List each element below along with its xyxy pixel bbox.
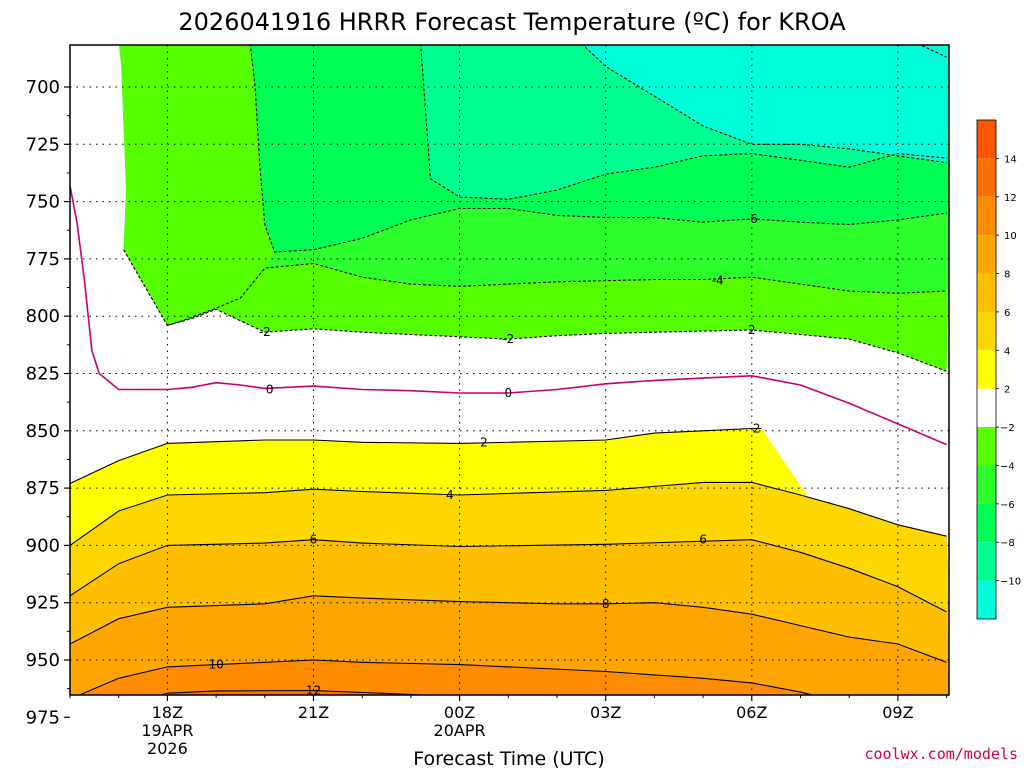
colorbar-swatch xyxy=(977,427,996,466)
y-tick-label: 875 xyxy=(26,478,60,499)
plot-frame xyxy=(69,44,950,696)
colorbar-swatch xyxy=(977,580,996,619)
x-tick-label: 00Z xyxy=(444,703,475,722)
contour-line-neg8 xyxy=(420,45,947,200)
y-tick-label: 950 xyxy=(26,650,60,671)
colorbar-swatch xyxy=(977,542,996,581)
fill-region-left-cold xyxy=(118,45,275,326)
y-axis: 700 725 750 775 800 825 850 875 900 925 950 975 xyxy=(26,77,70,728)
y-tick-label: 725 xyxy=(26,134,60,155)
contour-line-neg4 xyxy=(123,249,947,327)
y-tick-label: 975 xyxy=(26,707,60,728)
contour-label-extra: -2 xyxy=(502,332,514,346)
contour-label-neg2: -2 xyxy=(259,325,271,339)
contour-labels: 12 10 8 6 4 2 0 -2 -4 -6 -2 2 0 2 6 xyxy=(208,212,761,697)
contour-label-neg4: -4 xyxy=(712,274,724,288)
colorbar-label: 12 xyxy=(1004,193,1017,204)
colorbar-swatch xyxy=(977,311,996,351)
colorbar-label: 10 xyxy=(1004,231,1017,242)
x-tick-label: 19APR xyxy=(141,721,193,740)
colorbar-label: −2 xyxy=(1000,423,1015,434)
colorbar-swatch xyxy=(977,158,996,197)
fill-region-neg10 xyxy=(582,45,949,163)
contour-line-12 xyxy=(158,689,436,695)
fill-region-10 xyxy=(79,660,813,695)
temperature-field xyxy=(60,45,956,731)
chart-title: 2026041916 HRRR Forecast Temperature (ºC… xyxy=(178,8,846,36)
contour-label-2: 2 xyxy=(480,435,488,449)
y-tick-label: 700 xyxy=(26,77,60,98)
contour-label-10: 10 xyxy=(208,658,223,672)
contour-label-8: 8 xyxy=(602,597,610,611)
contour-label-extra: 2 xyxy=(753,422,761,436)
y-tick-label: 800 xyxy=(26,306,60,327)
colorbar-swatch xyxy=(977,465,996,504)
y-tick-label: 925 xyxy=(26,593,60,614)
colorbar-label: 4 xyxy=(1004,346,1010,357)
colorbar-swatch xyxy=(977,503,996,543)
colorbar-label: −6 xyxy=(1000,500,1015,511)
contour-line-neg12 xyxy=(919,45,947,58)
colorbar-label: 8 xyxy=(1004,270,1010,281)
contour-line-8 xyxy=(70,595,947,663)
colorbar-swatch xyxy=(977,273,996,312)
contour-label-4: 4 xyxy=(446,488,454,502)
credit-text: coolwx.com/models xyxy=(864,745,1018,763)
colorbar-label: 14 xyxy=(1004,154,1017,165)
contour-line-neg10 xyxy=(582,45,947,164)
fill-region-14 xyxy=(60,715,956,731)
colorbar-frame xyxy=(976,119,997,620)
contour-line-neg6 xyxy=(249,45,947,253)
colorbar: 14 12 10 8 6 4 2 −2 −4 −6 −8 −10 xyxy=(976,119,1021,620)
contour-label-0: 0 xyxy=(266,383,274,397)
colorbar-swatch xyxy=(977,120,996,159)
fill-region-12 xyxy=(160,690,424,695)
x-axis-label: Forecast Time (UTC) xyxy=(413,748,604,768)
fill-region-near-zero-pocket xyxy=(70,45,168,390)
x-tick-label: 2026 xyxy=(147,739,188,758)
contour-label-extra: 6 xyxy=(699,533,707,547)
y-tick-label: 775 xyxy=(26,249,60,270)
contour-label-extra: 0 xyxy=(504,386,512,400)
x-tick-label: 21Z xyxy=(298,703,329,722)
colorbar-label: 2 xyxy=(1004,385,1010,396)
contour-label-neg6: -6 xyxy=(746,212,758,226)
colorbar-label: −8 xyxy=(1000,538,1015,549)
y-tick-label: 825 xyxy=(26,364,60,385)
colorbar-label: −4 xyxy=(1000,461,1015,472)
y-tick-label: 900 xyxy=(26,535,60,556)
colorbar-swatch xyxy=(977,388,996,428)
colorbar-swatch xyxy=(977,235,996,274)
y-tick-label: 750 xyxy=(26,192,60,213)
x-tick-label: 03Z xyxy=(590,703,621,722)
contour-line-10 xyxy=(78,659,816,695)
contour-label-6: 6 xyxy=(310,533,318,547)
contour-label-extra: 2 xyxy=(748,323,756,337)
colorbar-label: −10 xyxy=(1000,577,1021,588)
y-tick-label: 850 xyxy=(26,421,60,442)
x-tick-label: 18Z xyxy=(152,703,183,722)
colorbar-swatch xyxy=(977,350,996,389)
contour-line-4 xyxy=(70,481,947,546)
grid-layer xyxy=(70,45,949,695)
contour-lines xyxy=(70,45,947,695)
contour-line-6 xyxy=(70,539,947,613)
colorbar-swatch xyxy=(977,196,996,236)
x-tick-label: 06Z xyxy=(736,703,767,722)
contour-line-neg2 xyxy=(167,308,947,372)
fill-region-near-zero-band xyxy=(118,309,947,445)
contour-line-2 xyxy=(70,427,762,484)
contour-line-0 xyxy=(70,185,947,446)
x-tick-label: 09Z xyxy=(882,703,913,722)
contour-label-12: 12 xyxy=(306,683,321,697)
colorbar-label: 6 xyxy=(1004,308,1010,319)
x-tick-label: 20APR xyxy=(434,721,486,740)
